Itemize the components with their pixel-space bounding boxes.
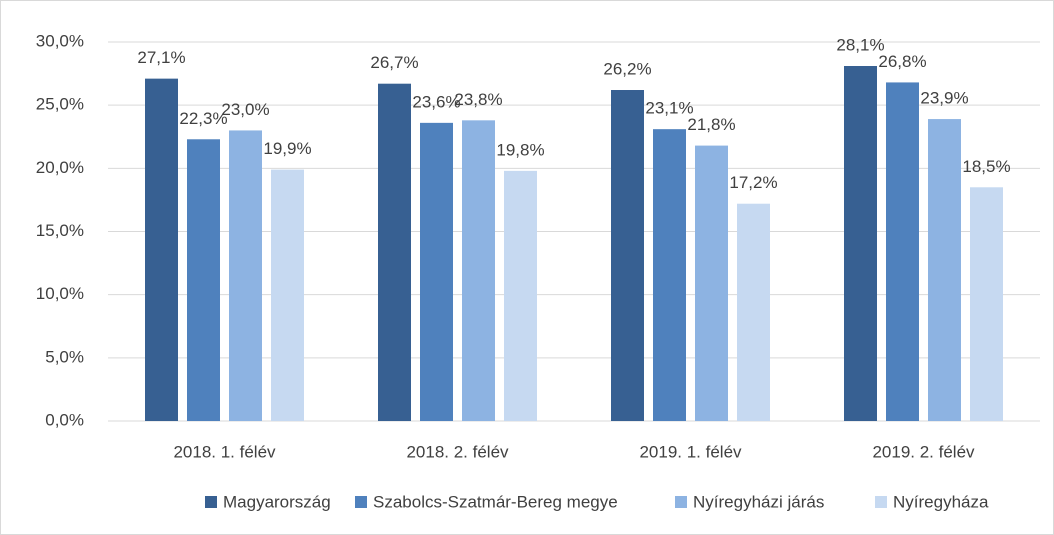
legend-label: Szabolcs-Szatmár-Bereg megye	[373, 492, 618, 511]
value-label: 23,1%	[645, 99, 693, 118]
bar	[145, 78, 178, 422]
value-label: 22,3%	[179, 109, 227, 128]
bar	[462, 120, 495, 422]
value-label: 26,2%	[603, 59, 651, 78]
legend-label: Nyíregyházi járás	[693, 492, 824, 511]
legend-swatch	[675, 496, 687, 508]
legend-swatch	[205, 496, 217, 508]
value-label: 21,8%	[687, 115, 735, 134]
value-label: 23,0%	[221, 100, 269, 119]
value-label: 18,5%	[962, 157, 1010, 176]
x-tick-label: 2018. 1. félév	[173, 442, 276, 461]
value-label: 17,2%	[729, 173, 777, 192]
value-label: 19,9%	[263, 139, 311, 158]
value-label: 27,1%	[137, 48, 185, 67]
value-label: 19,8%	[496, 140, 544, 159]
y-tick-label: 15,0%	[36, 221, 84, 240]
legend-swatch	[875, 496, 887, 508]
bar	[229, 130, 262, 421]
bar	[970, 187, 1003, 421]
bar	[695, 145, 728, 422]
bar	[378, 83, 411, 421]
bar	[271, 169, 304, 421]
value-label: 26,7%	[370, 53, 418, 72]
value-label: 23,6%	[412, 92, 460, 111]
y-tick-label: 25,0%	[36, 95, 84, 114]
y-tick-label: 10,0%	[36, 284, 84, 303]
bar	[611, 90, 644, 422]
y-tick-label: 30,0%	[36, 31, 84, 50]
bar	[886, 82, 919, 421]
value-label: 26,8%	[878, 52, 926, 71]
value-label: 23,9%	[920, 89, 968, 108]
bar	[653, 129, 686, 422]
bar	[504, 170, 537, 421]
y-tick-label: 5,0%	[45, 347, 84, 366]
legend-label: Magyarország	[223, 492, 331, 511]
bar	[187, 139, 220, 421]
x-tick-label: 2018. 2. félév	[406, 442, 509, 461]
x-tick-label: 2019. 1. félév	[639, 442, 742, 461]
value-label: 23,8%	[454, 90, 502, 109]
bar	[928, 119, 961, 422]
legend-swatch	[355, 496, 367, 508]
bar	[737, 203, 770, 421]
bar	[844, 66, 877, 422]
y-tick-label: 0,0%	[45, 410, 84, 429]
x-tick-label: 2019. 2. félév	[872, 442, 975, 461]
legend-label: Nyíregyháza	[893, 492, 989, 511]
bar	[420, 122, 453, 421]
y-tick-label: 20,0%	[36, 158, 84, 177]
value-label: 28,1%	[836, 35, 884, 54]
